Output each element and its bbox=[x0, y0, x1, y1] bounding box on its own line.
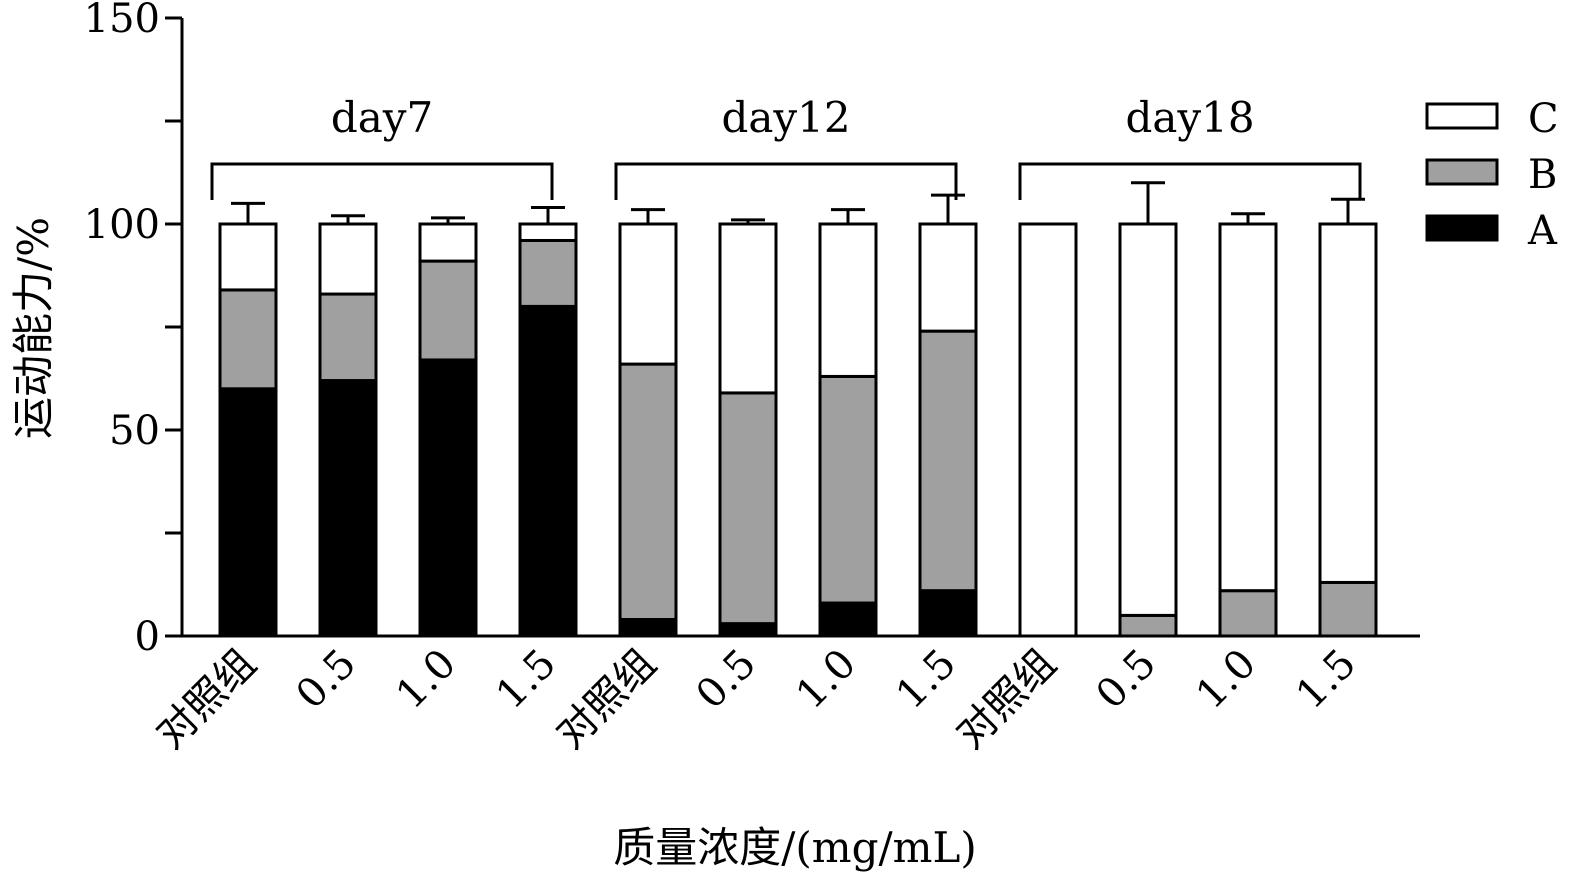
bar-segment-b bbox=[918, 329, 978, 593]
y-axis-title: 运动能力/% bbox=[9, 217, 58, 439]
bar-segment-a bbox=[918, 589, 978, 638]
bar-segment-b bbox=[818, 374, 878, 605]
bars bbox=[218, 181, 1378, 638]
bar-segment-a bbox=[518, 304, 578, 638]
y-tick-label: 100 bbox=[84, 202, 160, 248]
bar-segment-c bbox=[1018, 222, 1078, 638]
legend-label-a: A bbox=[1527, 208, 1558, 254]
bar-segment-c bbox=[1318, 222, 1378, 584]
legend-label-c: C bbox=[1528, 96, 1559, 142]
y-tick-label: 150 bbox=[84, 0, 160, 42]
bar-segment-b bbox=[618, 362, 678, 622]
bar-segment-c bbox=[318, 222, 378, 296]
bar-segment-a bbox=[618, 618, 678, 638]
x-tick-label: 1.0 bbox=[388, 641, 466, 719]
group-label: day12 bbox=[721, 93, 850, 142]
group-bracket bbox=[614, 162, 958, 200]
bar-segment-a bbox=[418, 358, 478, 638]
group-label: day7 bbox=[331, 93, 433, 142]
bar-segment-c bbox=[218, 222, 278, 292]
bar-segment-c bbox=[918, 222, 978, 333]
legend-label-b: B bbox=[1528, 152, 1557, 198]
x-axis-title: 质量浓度/(mg/mL) bbox=[613, 823, 977, 872]
x-tick-label: 对照组 bbox=[948, 641, 1065, 758]
x-tick-label: 0.5 bbox=[1088, 641, 1166, 719]
bar-segment-b bbox=[1318, 580, 1378, 638]
x-tick-label: 1.5 bbox=[1288, 641, 1366, 719]
bar-segment-c bbox=[1118, 222, 1178, 617]
bar-segment-c bbox=[518, 222, 578, 242]
bar-segment-b bbox=[1118, 613, 1178, 638]
bar-segment-c bbox=[418, 222, 478, 263]
group-bracket bbox=[210, 162, 554, 200]
bar-segment-b bbox=[1218, 589, 1278, 638]
bar-segment-a bbox=[718, 622, 778, 638]
legend-swatch-b bbox=[1425, 158, 1499, 186]
group-bracket bbox=[1018, 162, 1362, 200]
bar-segment-c bbox=[818, 222, 878, 378]
x-tick-label: 1.5 bbox=[488, 641, 566, 719]
bar-segment-a bbox=[218, 387, 278, 638]
bar-segment-b bbox=[718, 391, 778, 626]
bar-segment-b bbox=[418, 259, 478, 362]
bar-segment-b bbox=[218, 288, 278, 391]
x-tick-label: 0.5 bbox=[288, 641, 366, 719]
bar-segment-c bbox=[618, 222, 678, 366]
legend-swatch-c bbox=[1425, 102, 1499, 130]
legend-swatch-a bbox=[1425, 214, 1499, 242]
x-tick-label: 1.0 bbox=[788, 641, 866, 719]
bar-segment-c bbox=[718, 222, 778, 395]
y-tick-label: 0 bbox=[135, 614, 160, 660]
x-tick-label: 1.5 bbox=[888, 641, 966, 719]
bar-segment-b bbox=[518, 238, 578, 308]
x-tick-label: 对照组 bbox=[148, 641, 265, 758]
axes: 0 50 100 150 bbox=[84, 0, 1420, 660]
bar-segment-a bbox=[818, 601, 878, 638]
x-tick-label: 对照组 bbox=[548, 641, 665, 758]
bar-segment-c bbox=[1218, 222, 1278, 593]
y-tick-label: 50 bbox=[109, 408, 160, 454]
group-label: day18 bbox=[1125, 93, 1254, 142]
legend: CBA bbox=[1425, 96, 1559, 254]
x-tick-label: 1.0 bbox=[1188, 641, 1266, 719]
x-tick-label: 0.5 bbox=[688, 641, 766, 719]
group-brackets: day7 day12 day18 bbox=[210, 93, 1362, 200]
bar-segment-b bbox=[318, 292, 378, 383]
bar-segment-a bbox=[318, 379, 378, 638]
